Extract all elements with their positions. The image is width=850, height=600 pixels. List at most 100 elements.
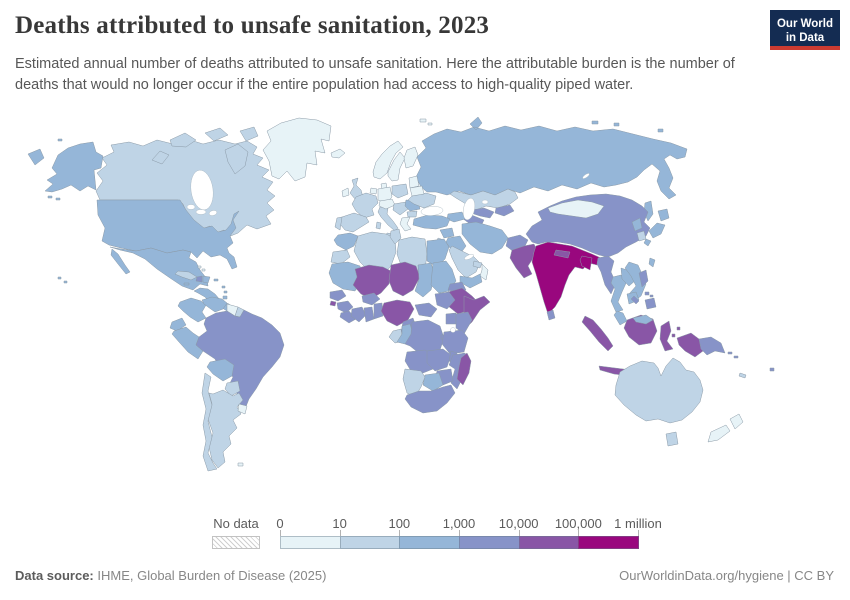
country-morocco[interactable]: Morocco: [333, 232, 359, 251]
country-south-sudan[interactable]: South Sudan: [434, 291, 456, 310]
country-oman[interactable]: Oman: [479, 263, 489, 281]
country-syria[interactable]: Syria: [439, 227, 455, 239]
country-uruguay[interactable]: Uruguay: [237, 403, 248, 415]
country-falkland-islands[interactable]: Falkland Islands: [237, 462, 244, 467]
country-nepal[interactable]: Nepal: [553, 249, 571, 259]
country-fiji[interactable]: Fiji: [769, 367, 775, 372]
country-western-sahara[interactable]: Western Sahara: [330, 249, 351, 265]
country-united-arab-emirates[interactable]: United Arab Emirates: [472, 260, 483, 269]
country-solomon-islands[interactable]: Solomon Islands: [727, 351, 739, 359]
country-kazakhstan[interactable]: Kazakhstan: [449, 188, 519, 211]
country-malaysia[interactable]: Malaysia: [613, 310, 654, 326]
country-paraguay[interactable]: Paraguay: [224, 380, 241, 397]
country-balkans[interactable]: Balkans: [392, 201, 409, 216]
country-new-caledonia[interactable]: New Caledonia: [738, 372, 747, 379]
country-russia[interactable]: Russia: [27, 116, 688, 222]
country-norway[interactable]: Norway: [372, 118, 433, 180]
country-north-korea[interactable]: North Korea: [631, 217, 643, 232]
country-trinidad-and-tobago[interactable]: Trinidad and Tobago: [222, 295, 228, 300]
country-belarus[interactable]: Belarus: [409, 185, 425, 197]
country-ecuador[interactable]: Ecuador: [169, 317, 187, 332]
country-central-african-republic[interactable]: Central African Republic: [414, 302, 438, 318]
country-guinea-bissau[interactable]: Guinea-Bissau: [329, 300, 337, 307]
country-japan[interactable]: Japan: [643, 208, 670, 247]
country-sri-lanka[interactable]: Sri Lanka: [546, 309, 556, 321]
country-caucasus[interactable]: Caucasus: [446, 211, 466, 223]
country-corsica-and-sardinia[interactable]: Corsica and Sardinia: [375, 221, 382, 230]
country-uzbekistan[interactable]: Uzbekistan: [471, 207, 495, 219]
country-guinea[interactable]: Guinea: [336, 300, 354, 314]
country-kyrgyzstan-and-tajikistan[interactable]: Kyrgyzstan and Tajikistan: [494, 204, 515, 217]
owid-logo[interactable]: Our World in Data: [770, 10, 840, 50]
country-yemen[interactable]: Yemen: [459, 273, 483, 289]
legend-bin-100,000-1 million[interactable]: [578, 536, 639, 549]
country-puerto-rico[interactable]: Puerto Rico: [213, 278, 219, 282]
country-tunisia[interactable]: Tunisia: [389, 228, 402, 245]
country-senegal[interactable]: Senegal: [329, 289, 347, 302]
country-netherlands-and-belgium[interactable]: Netherlands and Belgium: [369, 187, 378, 195]
country-papua-new-guinea[interactable]: Papua New Guinea: [698, 336, 726, 356]
country-bolivia[interactable]: Bolivia: [206, 358, 235, 382]
legend-bin-1,000-10,000[interactable]: [459, 536, 520, 549]
country-taiwan[interactable]: Taiwan: [648, 257, 656, 268]
country-poland[interactable]: Poland: [391, 183, 409, 199]
country-mongolia[interactable]: Mongolia: [547, 199, 605, 219]
country-canadian-arctic-islands[interactable]: Canadian Arctic Islands: [151, 126, 259, 175]
country-cuba[interactable]: Cuba: [174, 270, 198, 281]
country-south-africa[interactable]: South Africa: [404, 384, 456, 414]
country-pakistan[interactable]: Pakistan: [509, 243, 539, 279]
country-botswana[interactable]: Botswana: [422, 372, 444, 392]
country-central-europe[interactable]: Central Europe: [378, 198, 396, 210]
country-chad[interactable]: Chad: [414, 262, 436, 298]
country-ghana[interactable]: Ghana: [363, 306, 375, 323]
country-spain[interactable]: Spain: [339, 212, 370, 233]
country-niger[interactable]: Niger: [388, 261, 421, 297]
country-saudi-arabia[interactable]: Saudi Arabia: [448, 245, 481, 279]
country-portugal[interactable]: Portugal: [334, 216, 343, 231]
country-mali[interactable]: Mali: [352, 264, 392, 300]
country-haiti[interactable]: Haiti: [195, 275, 203, 283]
legend-bin-10-100[interactable]: [339, 536, 401, 549]
country-france[interactable]: France: [351, 192, 379, 219]
country-australia[interactable]: Australia: [614, 357, 704, 447]
country-finland[interactable]: Finland: [403, 146, 419, 169]
country-kenya[interactable]: Kenya: [455, 311, 473, 335]
country-dominican-republic[interactable]: Dominican Republic: [202, 275, 211, 284]
country-philippines[interactable]: Philippines: [630, 269, 657, 310]
country-cote-d-ivoire[interactable]: Cote d'Ivoire: [350, 306, 367, 323]
legend-bin-10,000-100,000[interactable]: [518, 536, 580, 549]
legend-no-data-swatch[interactable]: [212, 536, 260, 549]
country-venezuela[interactable]: Venezuela: [201, 296, 228, 313]
country-turkey[interactable]: Turkey: [412, 214, 451, 230]
owid-credit-link[interactable]: OurWorldinData.org/hygiene | CC BY: [619, 568, 834, 583]
country-brazil[interactable]: Brazil: [195, 309, 285, 410]
country-lesser-antilles[interactable]: Lesser Antilles: [221, 285, 228, 294]
country-egypt[interactable]: Egypt: [426, 238, 450, 268]
country-myanmar[interactable]: Myanmar: [596, 255, 617, 295]
country-togo-and-benin[interactable]: Togo and Benin: [373, 302, 384, 320]
country-baltic-states[interactable]: Baltic States: [408, 175, 420, 189]
country-sierra-leone-and-liberia[interactable]: Sierra Leone and Liberia: [339, 310, 357, 324]
legend-bin-100-1,000[interactable]: [399, 536, 460, 549]
legend-bin-0-10[interactable]: [280, 536, 341, 549]
country-bahamas[interactable]: Bahamas: [197, 265, 206, 272]
country-uganda[interactable]: Uganda: [445, 312, 457, 325]
country-madagascar[interactable]: Madagascar: [456, 352, 472, 386]
country-zambia[interactable]: Zambia: [426, 348, 452, 372]
country-jamaica[interactable]: Jamaica: [183, 282, 190, 286]
country-argentina[interactable]: Argentina: [207, 389, 244, 469]
country-greece[interactable]: Greece: [399, 216, 412, 232]
country-iceland[interactable]: Iceland: [330, 148, 346, 159]
country-iran[interactable]: Iran: [461, 221, 509, 255]
country-united-states[interactable]: United States: [44, 138, 240, 284]
country-burkina-faso[interactable]: Burkina Faso: [361, 292, 381, 306]
country-chile[interactable]: Chile: [201, 372, 218, 472]
country-new-zealand[interactable]: New Zealand: [707, 413, 744, 443]
country-ireland[interactable]: Ireland: [341, 187, 350, 198]
country-bulgaria[interactable]: Bulgaria: [406, 210, 418, 218]
country-sweden[interactable]: Sweden: [387, 151, 406, 182]
country-tanzania[interactable]: Tanzania: [441, 329, 469, 355]
country-ukraine[interactable]: Ukraine: [407, 192, 437, 209]
country-bangladesh[interactable]: Bangladesh: [579, 255, 593, 271]
country-greenland[interactable]: Greenland: [262, 117, 332, 182]
